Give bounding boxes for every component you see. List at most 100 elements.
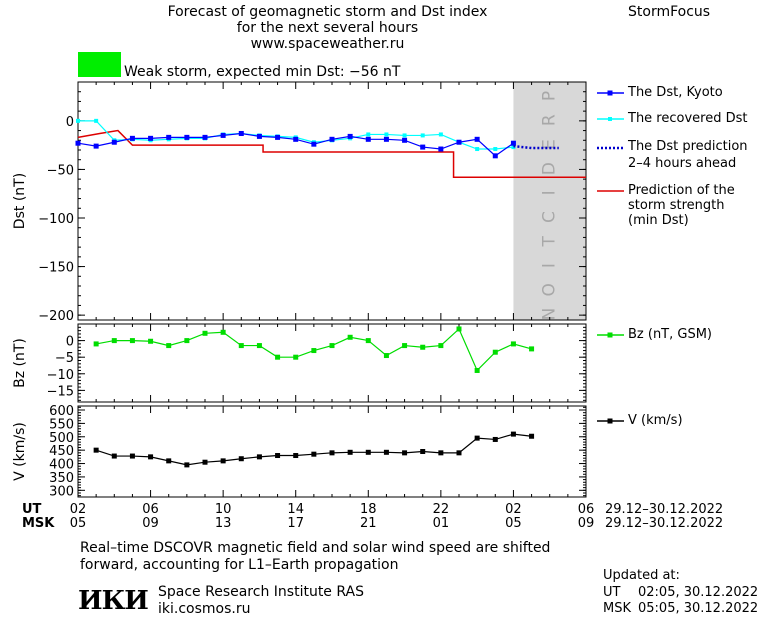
recovered-dst-point: [420, 133, 425, 138]
dst-kyoto-point: [510, 140, 516, 146]
v-point: [93, 447, 99, 453]
recovered-dst-point: [366, 132, 371, 137]
v-point: [438, 450, 444, 456]
v-point: [474, 435, 480, 441]
y-axis-label-bz: Bz (nT): [12, 338, 28, 388]
v-point: [456, 450, 462, 456]
dst-kyoto-point: [256, 133, 262, 139]
x-tick-label: 05: [505, 516, 522, 531]
website-link[interactable]: www.spaceweather.ru: [250, 36, 405, 52]
dst-kyoto-point: [456, 139, 462, 145]
recovered-dst-point: [384, 132, 389, 137]
v-point: [238, 456, 244, 462]
legend-strength-l2: storm strength: [628, 198, 725, 213]
dst-kyoto-point: [402, 137, 408, 143]
prediction-band: [513, 82, 586, 320]
bz-point: [329, 343, 335, 349]
panel-frame-dst: [77, 81, 587, 321]
institute-url[interactable]: iki.cosmos.ru: [158, 601, 251, 617]
legend-bz: Bz (nT, GSM): [628, 327, 713, 342]
bz-point: [202, 330, 208, 336]
panel-frame-bz: [77, 323, 587, 403]
recovered-dst-point: [438, 132, 443, 137]
recovered-dst-point: [493, 147, 498, 152]
dst-kyoto-point: [148, 135, 154, 141]
series-v-line: [95, 433, 532, 466]
bz-point: [184, 338, 190, 344]
bz-point: [456, 326, 462, 332]
dst-kyoto-point: [293, 136, 299, 142]
bz-point: [111, 338, 117, 344]
dst-kyoto-point: [311, 141, 317, 147]
bz-point: [474, 367, 480, 373]
y-tick-label: −10: [47, 368, 74, 383]
prediction-letter: D: [540, 162, 560, 175]
bz-point: [438, 343, 444, 349]
bz-point: [311, 348, 317, 354]
x-tick-label: 13: [214, 516, 232, 531]
recovered-dst-point: [475, 147, 480, 152]
prediction-letter: T: [540, 236, 560, 248]
v-point: [347, 449, 353, 455]
y-axis-label-v: V (km/s): [12, 422, 28, 481]
v-point: [510, 431, 516, 437]
legend-v: V (km/s): [628, 413, 683, 428]
ut-date-range: 29.12–30.12.2022: [605, 502, 724, 517]
v-point: [402, 450, 408, 456]
x-tick-label: 09: [142, 516, 159, 531]
prediction-letter: I: [540, 190, 560, 195]
bz-point: [420, 344, 426, 350]
v-point: [111, 453, 117, 459]
dst-kyoto-point: [75, 140, 81, 146]
y-tick-label: 550: [49, 417, 74, 432]
recovered-dst-point: [76, 118, 80, 123]
dst-kyoto-point: [93, 143, 99, 149]
prediction-letter: R: [540, 114, 560, 126]
y-tick-label: 500: [49, 431, 74, 446]
legend-dst-kyoto: The Dst, Kyoto: [628, 85, 723, 100]
legend-prediction-l1: The Dst prediction: [628, 139, 748, 154]
v-point: [383, 449, 389, 455]
v-point: [129, 453, 135, 459]
bz-point: [365, 338, 371, 344]
y-tick-label: 300: [49, 484, 74, 499]
chart-title-line2: for the next several hours: [236, 20, 419, 36]
legend-symbol-bz-marker: [607, 332, 613, 338]
v-point: [492, 436, 498, 442]
v-point: [202, 459, 208, 465]
x-tick-label: 02: [505, 502, 522, 517]
v-point: [220, 458, 226, 464]
storm-level-text: Weak storm, expected min Dst: −56 nT: [124, 64, 401, 80]
prediction-letter: C: [540, 211, 560, 223]
bz-point: [293, 354, 299, 360]
v-point: [256, 454, 262, 460]
recovered-dst-point: [94, 118, 99, 123]
updated-label: Updated at:: [603, 568, 680, 583]
bz-point: [492, 349, 498, 355]
prediction-letter: P: [540, 91, 560, 101]
iki-logo: ИКИ: [78, 586, 149, 616]
chart-title-line1: Forecast of geomagnetic storm and Dst in…: [167, 4, 488, 20]
x-tick-label: 05: [69, 516, 87, 531]
prediction-letter: O: [540, 283, 560, 296]
dst-kyoto-point: [492, 153, 498, 159]
x-tick-label: 10: [214, 502, 232, 517]
legend-symbol-recovered-marker: [608, 117, 612, 121]
x-tick-label: 06: [142, 502, 159, 517]
dst-kyoto-point: [129, 135, 135, 141]
y-tick-label: 450: [49, 444, 74, 459]
bz-point: [256, 343, 262, 349]
y-tick-label: 0: [66, 335, 74, 350]
series-min-dst-line: [77, 129, 586, 178]
bz-point: [166, 343, 172, 349]
y-tick-label: −150: [38, 261, 74, 276]
y-tick-label: −50: [47, 163, 74, 178]
prediction-letter: N: [540, 308, 560, 321]
v-point: [148, 454, 154, 460]
dst-kyoto-point: [275, 134, 281, 140]
series-dst-prediction-line: [513, 144, 559, 150]
v-point: [311, 451, 317, 457]
updated-ut-label: UT: [603, 585, 621, 600]
dst-kyoto-point: [438, 146, 444, 152]
